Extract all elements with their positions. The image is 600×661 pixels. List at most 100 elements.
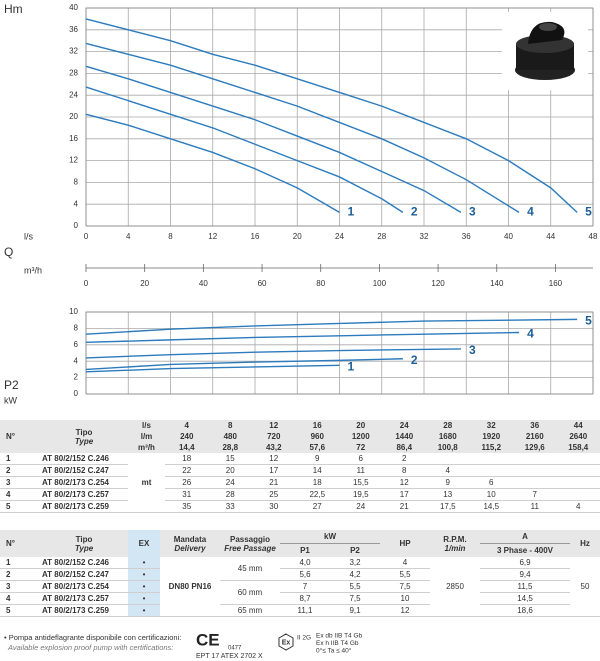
series-line xyxy=(85,42,520,213)
head-value: 31 xyxy=(165,488,209,501)
performance-table-wrap: N° Tipo Type l/s 4 8 12 16 20 24 28 32 36 44 l/m 240 480… xyxy=(0,420,600,513)
x-tick-label: 40 xyxy=(504,232,513,241)
flow-cell: 86,4 xyxy=(382,442,426,453)
flow-cell: 43,2 xyxy=(252,442,296,453)
pump-image xyxy=(502,12,588,90)
head-value: 6 xyxy=(339,453,383,465)
table-body: 1 AT 80/2/152 C.246 mt 18 15 12 9 6 2 2 AT 80/2/15… xyxy=(0,453,600,513)
table-body: 1 AT 80/2/152 C.246 • DN80 PN16 45 mm 4,0 3,2 4… xyxy=(0,557,600,617)
y-axis-title: P2 xyxy=(4,378,19,392)
header-label: Mandata xyxy=(173,534,207,544)
header-label: Tipo xyxy=(75,534,93,544)
header-cell: Mandata Delivery xyxy=(160,530,220,557)
x-tick-label: 48 xyxy=(589,232,598,241)
model-name: AT 80/2/173 C.259 xyxy=(40,604,128,617)
flow-cell: 1200 xyxy=(339,431,383,442)
header-cell: Passaggio Free Passage xyxy=(220,530,280,557)
header-row: N° Tipo Type l/s 4 8 12 16 20 24 28 32 36 44 xyxy=(0,420,600,453)
header-label-en: 1/min xyxy=(444,543,466,553)
empty-cell xyxy=(556,464,600,477)
head-value: 4 xyxy=(426,464,470,477)
ex-group: II 2G xyxy=(297,635,311,642)
header-label-en: Free Passage xyxy=(224,543,276,553)
x-tick-label: 32 xyxy=(420,232,429,241)
model-row: 5 AT 80/2/173 C.259 35 33 30 27 24 21 17,5 14,5 11… xyxy=(0,500,600,513)
ex-marking: 0°≤ Ta ≤ 40° xyxy=(316,647,352,655)
head-value: 17 xyxy=(382,488,426,501)
footer-note-en: Available explosion proof pump with cert… xyxy=(7,643,173,652)
head-value: 22 xyxy=(165,464,209,477)
flow-cell: 14,4 xyxy=(165,442,209,453)
model-row: 3 AT 80/2/173 C.254 26 24 21 18 15,5 12 9 6 xyxy=(0,476,600,489)
header-cell: 3 Phase - 400V xyxy=(480,543,570,557)
head-value: 12 xyxy=(382,476,426,489)
model-name: AT 80/2/152 C.246 xyxy=(40,557,128,569)
head-value: 20 xyxy=(208,464,252,477)
model-name: AT 80/2/173 C.257 xyxy=(40,592,128,605)
x-tick-label: 8 xyxy=(168,232,173,241)
series-label: 4 xyxy=(527,205,534,219)
model-name: AT 80/2/173 C.257 xyxy=(40,488,128,501)
model-number: 2 xyxy=(0,568,40,581)
current-value: 6,9 xyxy=(480,557,570,569)
header-label: Tipo xyxy=(75,427,93,437)
header-cell: P2 xyxy=(330,543,380,557)
flow-cell: 36 xyxy=(513,420,557,431)
head-value: 17 xyxy=(252,464,296,477)
flow-cell: 480 xyxy=(208,431,252,442)
ex-value: • xyxy=(128,592,160,605)
unit-cell: m³/h xyxy=(128,442,165,453)
ex-marking: Ex db IIB T4 Gb xyxy=(316,633,363,640)
series-line xyxy=(85,86,404,213)
flow-cell: 960 xyxy=(295,431,339,442)
hz-value: 50 xyxy=(570,557,600,617)
passage-value: 60 mm xyxy=(220,580,280,605)
model-row: 1 AT 80/2/152 C.246 • DN80 PN16 45 mm 4,0 3,2 4… xyxy=(0,557,600,617)
head-value: 14 xyxy=(295,464,339,477)
head-value: 9 xyxy=(426,476,470,489)
head-value: 13 xyxy=(426,488,470,501)
y-tick-label: 0 xyxy=(74,389,79,398)
series-label: 5 xyxy=(585,314,592,328)
series-label: 4 xyxy=(527,327,534,341)
head-value: 21 xyxy=(382,500,426,513)
ex-value: • xyxy=(128,557,160,569)
model-name: AT 80/2/173 C.254 xyxy=(40,580,128,593)
series-line xyxy=(85,348,461,359)
x2-tick-label: 140 xyxy=(490,279,504,288)
head-value: 22,5 xyxy=(295,488,339,501)
model-number: 2 xyxy=(0,464,40,477)
x2-tick-label: 160 xyxy=(549,279,563,288)
y-tick-label: 8 xyxy=(74,178,79,187)
head-value: 18 xyxy=(165,453,209,465)
hp-value: 12 xyxy=(380,604,430,617)
x2-tick-label: 20 xyxy=(140,279,149,288)
head-value: 11 xyxy=(513,500,557,513)
delivery-value: DN80 PN16 xyxy=(160,557,220,617)
y-tick-label: 4 xyxy=(74,199,79,208)
atex-code: EPT 17 ATEX 2702 X xyxy=(196,653,263,660)
current-value: 9,4 xyxy=(480,568,570,581)
header-cell: N° xyxy=(0,420,40,453)
x2-tick-label: 100 xyxy=(373,279,387,288)
x2-tick-label: 40 xyxy=(199,279,208,288)
p2-value: 9,1 xyxy=(330,604,380,617)
flow-cell: 1680 xyxy=(426,431,470,442)
p1-value: 4,0 xyxy=(280,557,330,569)
header-label: Passaggio xyxy=(229,534,270,544)
header-label-en: Type xyxy=(74,543,94,553)
head-value: 11 xyxy=(339,464,383,477)
spec-table-wrap: N° Tipo Type EX Mandata Delivery Passaggio Free… xyxy=(0,530,600,617)
series-label: 3 xyxy=(469,205,476,219)
x-tick-label: 24 xyxy=(335,232,344,241)
head-value: 33 xyxy=(208,500,252,513)
x2-tick-label: 80 xyxy=(316,279,325,288)
flow-cell: 720 xyxy=(252,431,296,442)
empty-cell xyxy=(556,453,600,465)
hp-value: 10 xyxy=(380,592,430,605)
y-tick-label: 8 xyxy=(74,324,79,333)
head-value: 10 xyxy=(469,488,513,501)
head-value: 30 xyxy=(252,500,296,513)
head-value: 14,5 xyxy=(469,500,513,513)
passage-value: 65 mm xyxy=(220,604,280,617)
